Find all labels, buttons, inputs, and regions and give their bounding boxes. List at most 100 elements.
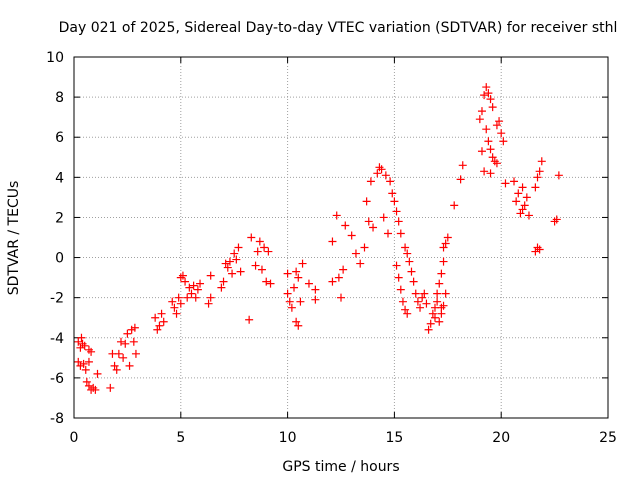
data-point <box>401 243 410 252</box>
data-point <box>116 337 125 346</box>
data-point <box>253 247 262 256</box>
data-point <box>486 95 495 104</box>
data-point <box>392 207 401 216</box>
data-point <box>77 333 86 342</box>
data-point <box>360 243 369 252</box>
data-point <box>441 239 450 248</box>
data-point <box>409 277 418 286</box>
data-point <box>89 383 98 392</box>
data-point <box>437 303 446 312</box>
data-point <box>125 361 134 370</box>
axis-ticks <box>73 56 609 419</box>
data-point <box>230 249 239 258</box>
data-point <box>91 385 100 394</box>
data-point <box>366 177 375 186</box>
data-point <box>283 289 292 298</box>
data-point <box>428 309 437 318</box>
data-point <box>74 357 83 366</box>
data-point <box>488 103 497 112</box>
data-point <box>157 309 166 318</box>
data-point <box>492 159 501 168</box>
data-point <box>403 309 412 318</box>
x-tick-label: 5 <box>176 430 185 446</box>
data-point <box>531 247 540 256</box>
data-point <box>524 211 533 220</box>
data-point <box>535 167 544 176</box>
data-point <box>234 243 243 252</box>
grid <box>74 57 608 418</box>
data-point <box>84 381 93 390</box>
data-point <box>439 243 448 252</box>
y-tick-label: 8 <box>55 90 64 106</box>
data-point <box>176 273 185 282</box>
data-point <box>490 157 499 166</box>
data-point <box>206 293 215 302</box>
data-point <box>82 377 91 386</box>
data-point <box>221 259 230 268</box>
data-point <box>185 283 194 292</box>
data-point <box>477 107 486 116</box>
data-point <box>416 303 425 312</box>
data-point <box>537 157 546 166</box>
data-point <box>332 211 341 220</box>
data-point <box>497 129 506 138</box>
y-tick-labels: -8 -6 -4 -2 0 2 4 6 8 10 <box>46 50 64 427</box>
data-point <box>217 283 226 292</box>
data-point <box>533 243 542 252</box>
x-tick-labels: 0 5 10 15 20 25 <box>70 430 617 446</box>
y-axis-label: SDTVAR / TECUs <box>6 181 22 296</box>
data-point <box>176 299 185 308</box>
y-tick-label: -8 <box>50 411 64 427</box>
y-tick-label: 2 <box>55 210 64 226</box>
data-point <box>223 263 232 272</box>
data-point <box>264 247 273 256</box>
data-point <box>84 345 93 354</box>
data-point <box>422 299 431 308</box>
data-point <box>356 259 365 268</box>
data-point <box>262 277 271 286</box>
data-point <box>196 279 205 288</box>
data-point <box>153 325 162 334</box>
x-tick-label: 0 <box>70 430 79 446</box>
data-point <box>266 279 275 288</box>
data-point <box>339 265 348 274</box>
data-point <box>433 297 442 306</box>
data-point <box>290 283 299 292</box>
data-point <box>394 217 403 226</box>
x-axis-label: GPS time / hours <box>282 459 399 475</box>
data-point <box>84 357 93 366</box>
data-point <box>435 279 444 288</box>
data-point <box>394 273 403 282</box>
data-point <box>121 339 130 348</box>
data-point <box>492 121 501 130</box>
data-point <box>550 217 559 226</box>
data-point <box>129 337 138 346</box>
y-tick-label: 6 <box>55 130 64 146</box>
data-point <box>383 229 392 238</box>
data-point <box>480 91 489 100</box>
data-point <box>405 257 414 266</box>
data-point <box>430 313 439 322</box>
data-point <box>191 293 200 302</box>
data-point <box>499 137 508 146</box>
data-point <box>204 299 213 308</box>
data-point <box>311 285 320 294</box>
data-point <box>364 217 373 226</box>
data-point <box>456 175 465 184</box>
data-point <box>87 347 96 356</box>
data-point <box>292 267 301 276</box>
data-point <box>251 261 260 270</box>
data-point <box>181 277 190 286</box>
data-point <box>294 273 303 282</box>
data-point <box>439 257 448 266</box>
data-point <box>80 341 89 350</box>
data-point <box>114 349 123 358</box>
data-point <box>381 171 390 180</box>
data-point <box>131 349 140 358</box>
data-point <box>413 297 422 306</box>
data-point <box>168 297 177 306</box>
data-point <box>228 269 237 278</box>
data-point <box>377 165 386 174</box>
x-tick-label: 10 <box>279 430 297 446</box>
data-point <box>435 317 444 326</box>
